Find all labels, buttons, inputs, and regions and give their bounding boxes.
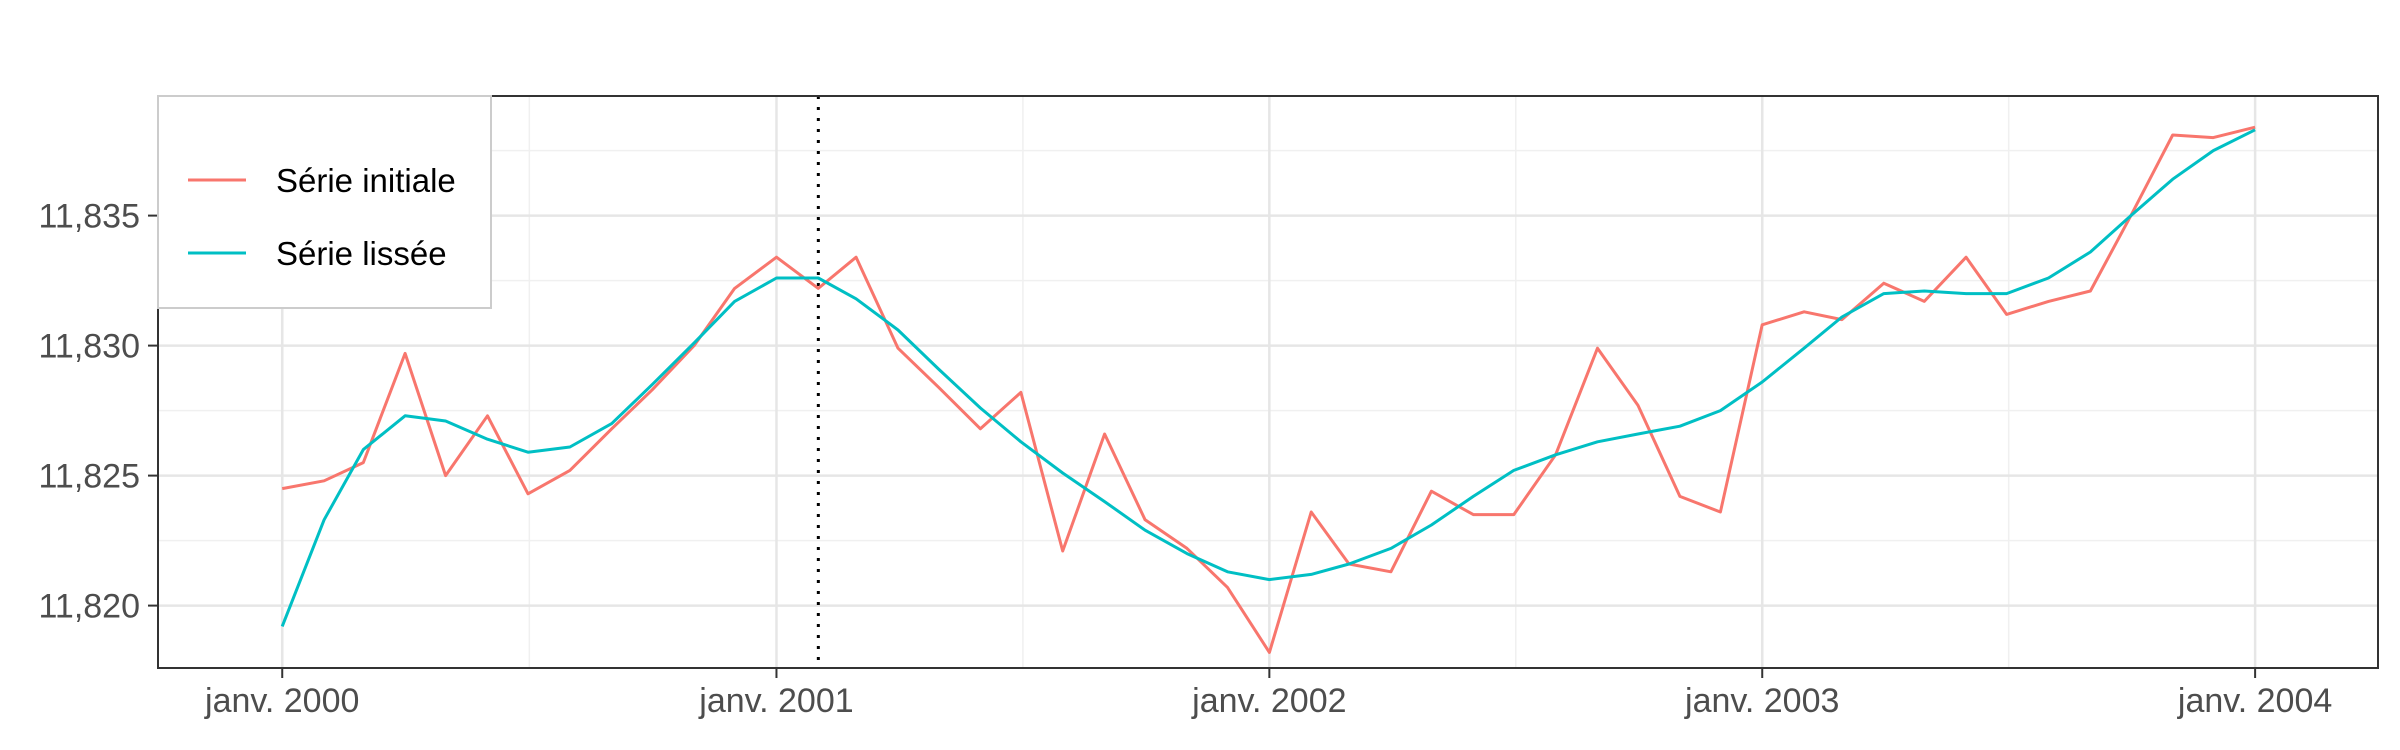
x-tick-label: janv. 2001: [698, 682, 853, 720]
y-tick-label: 11,825: [39, 458, 140, 496]
x-tick-label: janv. 2004: [2177, 682, 2332, 720]
x-tick-label: janv. 2002: [1191, 682, 1346, 720]
major-gridlines: [158, 96, 2378, 668]
series-line-0: [281, 125, 2256, 654]
y-tick-label: 11,820: [39, 588, 140, 626]
legend-label-serie-initiale: Série initiale: [276, 162, 456, 199]
legend-label-serie-lissee: Série lissée: [276, 235, 447, 272]
x-tick-label: janv. 2000: [204, 682, 359, 720]
legend: Série initiale Série lissée: [157, 95, 492, 309]
series-layer: [280, 125, 2256, 654]
y-tick-label: 11,835: [39, 198, 140, 236]
panel-border: [157, 95, 2379, 669]
y-tick-label: 11,830: [39, 328, 140, 366]
series-line-1: [280, 128, 2256, 627]
minor-gridlines: [158, 96, 2378, 668]
legend-box: [157, 95, 492, 309]
x-tick-label: janv. 2003: [1684, 682, 1839, 720]
axis-layer: janv. 2000 janv. 2001 janv. 2002 janv. 2003…: [39, 198, 2333, 720]
